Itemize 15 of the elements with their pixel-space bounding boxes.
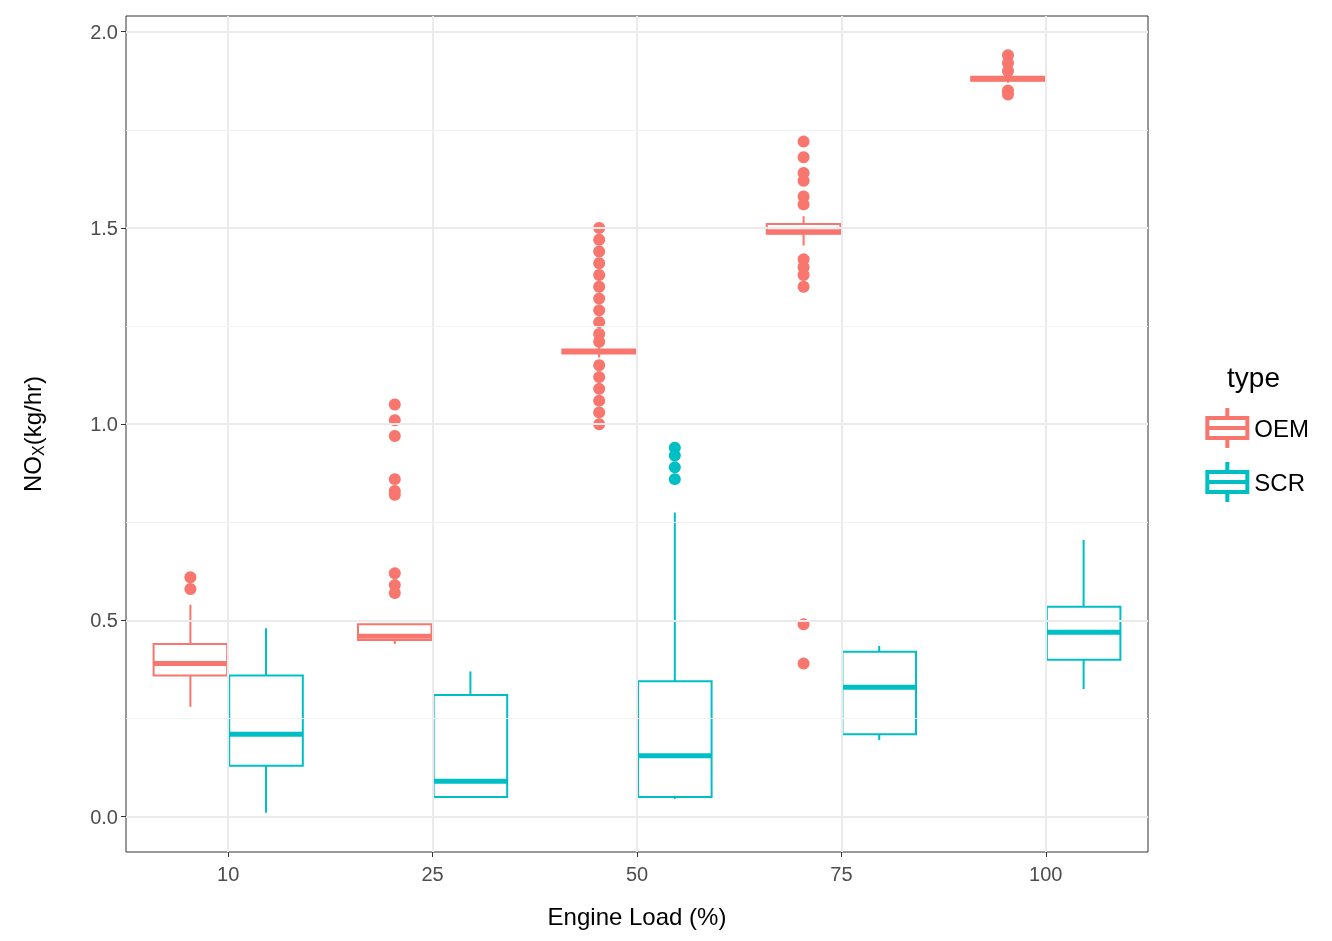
x-tick-label: 100 — [1029, 863, 1063, 885]
x-tick-label: 10 — [217, 863, 240, 885]
y-tick-label: 1.5 — [90, 216, 118, 239]
legend-title: type — [1227, 361, 1281, 393]
x-tick-label: 75 — [830, 863, 853, 885]
x-axis-title: Engine Load (%) — [547, 902, 727, 930]
y-tick-label: 1.0 — [90, 413, 118, 436]
y-tick-label: 2.0 — [90, 20, 118, 43]
y-tick-label: 0.5 — [90, 609, 118, 632]
y-tick-label: 0.0 — [90, 805, 118, 828]
legend-label: OEM — [1254, 414, 1309, 442]
x-tick-label: 50 — [625, 863, 649, 885]
legend-label: SCR — [1254, 468, 1305, 496]
x-tick-label: 25 — [421, 863, 444, 885]
y-axis-title: NOX(kg/hr) — [18, 375, 47, 493]
